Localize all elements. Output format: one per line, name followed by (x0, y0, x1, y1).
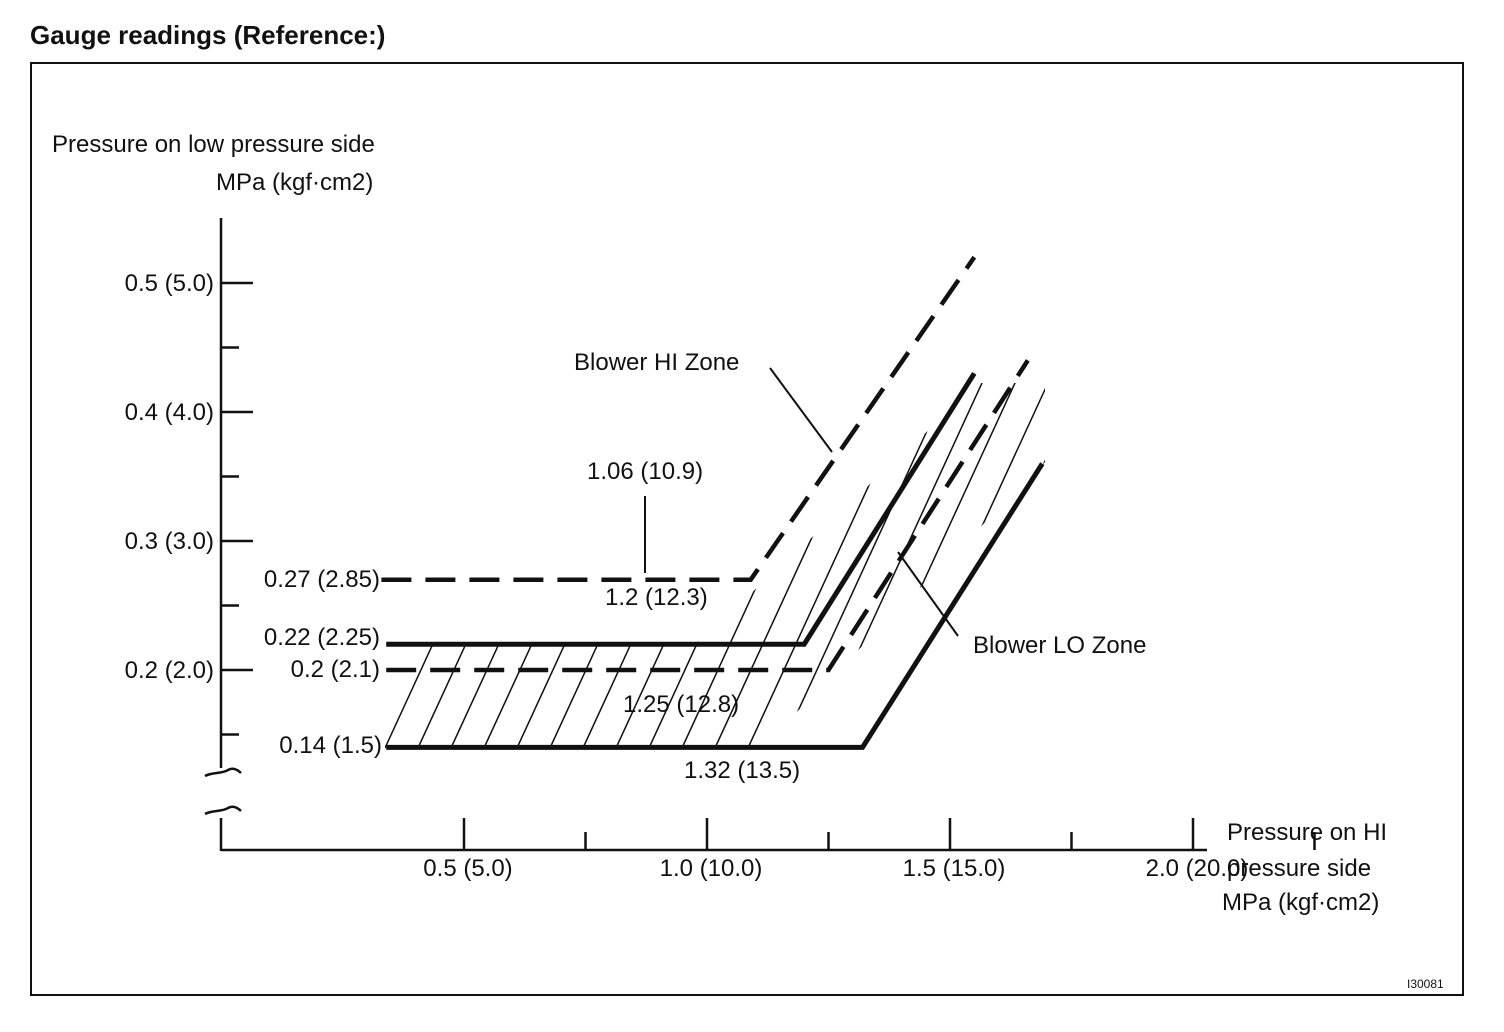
annotation-0-22: 0.22 (2.25) (264, 624, 380, 651)
axis-tick-labels: 0.5 (5.0) 1.0 (10.0) 1.5 (15.0) 2.0 (20.0) 0… (125, 270, 1249, 882)
x-axis-title-line3: MPa (kgf·cm2) (1222, 889, 1379, 916)
annotation-1-2: 1.2 (12.3) (605, 584, 708, 611)
hatch-line (1111, 270, 1331, 748)
series-line-4 (386, 462, 1045, 750)
hatch-line (879, 383, 1045, 748)
axis-ticks (221, 281, 1316, 850)
hatch-line (846, 383, 1045, 748)
chart-frame (30, 62, 1464, 996)
chart-heading: Gauge readings (Reference:) (30, 20, 386, 50)
annotation-1-25: 1.25 (12.8) (623, 691, 739, 718)
y-tick-label: 0.2 (2.0) (125, 657, 214, 684)
x-tick-label: 1.5 (15.0) (903, 855, 1006, 882)
hatch-line (681, 383, 903, 748)
y-tick-label: 0.5 (5.0) (125, 270, 214, 297)
hatch-line (747, 383, 969, 748)
hatch-line (450, 383, 672, 748)
annotation-0-14: 0.14 (1.5) (279, 732, 382, 759)
hatch-line (714, 383, 936, 748)
leader-lo-zone (897, 551, 959, 637)
zone-label-hi: Blower HI Zone (574, 349, 739, 376)
hatch-line (483, 383, 705, 748)
hatch-line (417, 383, 639, 748)
annotation-1-06: 1.06 (10.9) (587, 458, 703, 485)
series-line-2 (386, 371, 977, 647)
hatch-line (945, 383, 1045, 748)
annotation-1-32: 1.32 (13.5) (684, 757, 800, 784)
annotation-0-27: 0.27 (2.85) (264, 566, 380, 593)
annotation-0-2: 0.2 (2.1) (291, 656, 380, 683)
hatch-line (1044, 383, 1045, 748)
hatch-line (385, 383, 606, 748)
hatch-line (615, 383, 837, 748)
series-lines (381, 255, 1045, 750)
y-tick-label: 0.3 (3.0) (125, 528, 214, 555)
leader-lines (644, 367, 959, 637)
hatch-line (912, 383, 1045, 748)
leader-hi-zone (769, 367, 833, 453)
series-line-1 (381, 255, 977, 582)
hatch-line (648, 383, 870, 748)
hatch-line (549, 383, 771, 748)
hatch-line (516, 383, 738, 748)
y-axis-title-line1: Pressure on low pressure side (52, 131, 375, 158)
x-tick-label: 2.0 (20.0) (1146, 855, 1249, 882)
axes (204, 218, 1207, 852)
x-tick-label: 1.0 (10.0) (660, 855, 763, 882)
figure-id: I30081 (1407, 977, 1444, 991)
y-tick-label: 0.4 (4.0) (125, 399, 214, 426)
zone-label-lo: Blower LO Zone (973, 632, 1146, 659)
x-axis-title-line1: Pressure on HI (1227, 819, 1387, 846)
y-axis-title-line2: MPa (kgf·cm2) (216, 169, 373, 196)
hatch-line (582, 383, 804, 748)
lo-zone-hatch (385, 270, 1331, 748)
hatch-line (1078, 270, 1298, 748)
x-tick-label: 0.5 (5.0) (423, 855, 512, 882)
hatch-line (1011, 383, 1045, 748)
hatch-line (813, 383, 1035, 748)
axis-break-lower (204, 805, 242, 816)
series-line-3 (386, 359, 1030, 673)
x-axis-title-line2: pressure side (1227, 855, 1371, 882)
axis-break-upper (204, 767, 242, 778)
